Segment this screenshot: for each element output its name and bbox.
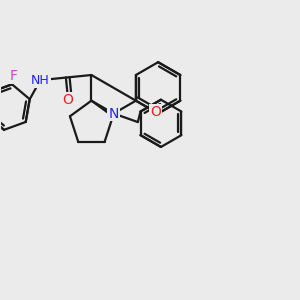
Text: F: F (10, 69, 18, 83)
Text: NH: NH (31, 74, 50, 87)
Text: N: N (109, 106, 119, 121)
Text: O: O (63, 93, 74, 107)
Text: O: O (150, 105, 161, 119)
